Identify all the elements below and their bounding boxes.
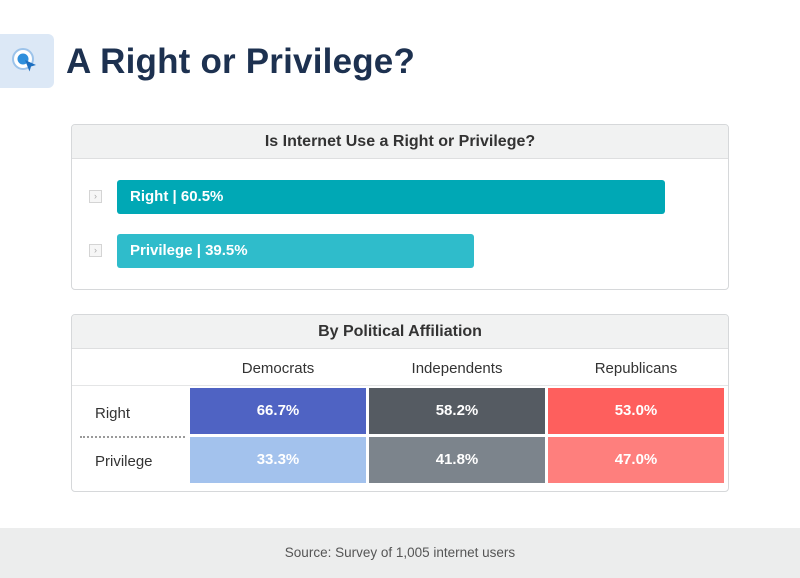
cell-privilege-democrats: 33.3% [190,437,366,483]
right-privilege-chart: Is Internet Use a Right or Privilege? › … [71,124,729,290]
logo-badge [0,34,54,88]
row-marker-icon: › [89,190,102,203]
row-label-right: Right [95,405,131,422]
header-divider [72,385,728,386]
bar-privilege [117,234,474,268]
column-header-independents: Independents [411,360,503,377]
cell-right-democrats: 66.7% [190,388,366,434]
table-title: By Political Affiliation [72,315,728,349]
cell-privilege-independents: 41.8% [369,437,545,483]
row-label-privilege: Privilege [95,453,153,470]
magnifier-cursor-icon [12,48,36,72]
bar-label-right: Right | 60.5% [130,188,224,205]
bar-right [117,180,665,214]
affiliation-table: By Political Affiliation Democrats Indep… [71,314,729,492]
bar-label-privilege: Privilege | 39.5% [130,242,248,259]
cell-right-republicans: 53.0% [548,388,724,434]
page-title: A Right or Privilege? [66,42,416,81]
bar-row-privilege: › Privilege | 39.5% [72,234,728,268]
row-divider [80,436,185,438]
chart-title: Is Internet Use a Right or Privilege? [72,125,728,159]
row-marker-icon: › [89,244,102,257]
cell-right-independents: 58.2% [369,388,545,434]
column-header-democrats: Democrats [241,360,315,377]
column-header-republicans: Republicans [594,360,678,377]
bar-row-right: › Right | 60.5% [72,180,728,214]
cell-privilege-republicans: 47.0% [548,437,724,483]
source-footer: Source: Survey of 1,005 internet users [0,528,800,578]
